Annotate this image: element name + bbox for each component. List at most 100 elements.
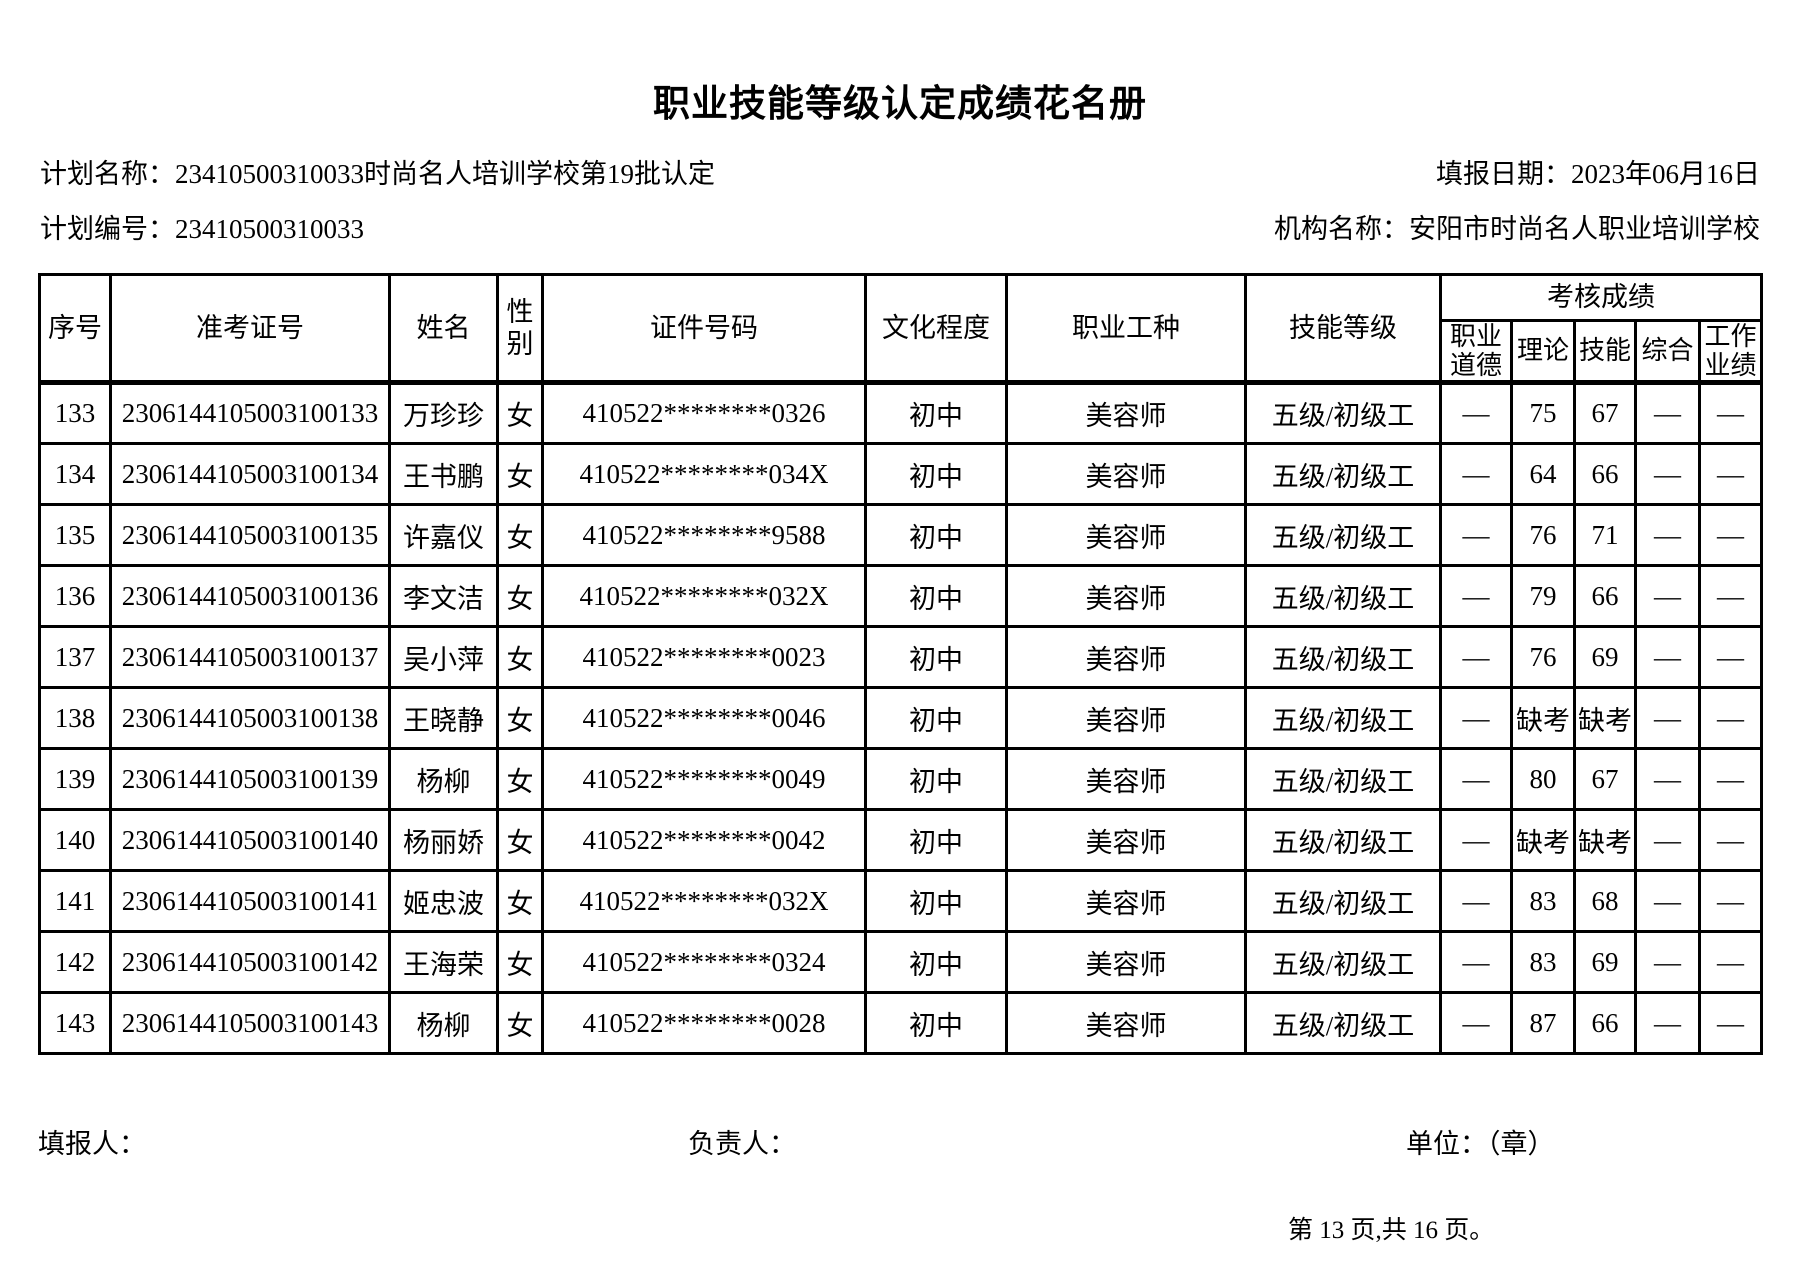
plan-name-label: 计划名称： [40, 158, 175, 189]
cell-score-work: — [1698, 808, 1763, 873]
cell-admission-no: 2306144105003100142 [109, 930, 391, 995]
org-name-value: 安阳市时尚名人职业培训学校 [1409, 213, 1760, 244]
score-roster-table: 序号 准考证号 姓名 性别 证件号码 文化程度 职业工种 技能等级 考核成绩 职… [38, 272, 1763, 1056]
cell-score-work: — [1698, 747, 1763, 812]
header-score-work: 工作业绩 [1698, 318, 1763, 385]
cell-education: 初中 [864, 930, 1008, 995]
cell-score-skill: 缺考 [1573, 808, 1637, 873]
cell-score-theory: 83 [1510, 930, 1576, 995]
cell-score-ethics: — [1439, 380, 1513, 446]
cell-score-skill: 66 [1573, 991, 1637, 1056]
cell-score-work: — [1698, 442, 1763, 507]
cell-gender: 女 [496, 991, 544, 1056]
cell-name: 杨柳 [388, 747, 499, 812]
cell-index: 137 [38, 625, 112, 690]
cell-score-comprehensive: — [1634, 503, 1701, 568]
cell-score-ethics: — [1439, 991, 1513, 1056]
cell-id-number: 410522********0046 [541, 686, 867, 751]
cell-score-skill: 缺考 [1573, 686, 1637, 751]
cell-admission-no: 2306144105003100137 [109, 625, 391, 690]
cell-name: 吴小萍 [388, 625, 499, 690]
cell-gender: 女 [496, 930, 544, 995]
cell-name: 姬忠波 [388, 869, 499, 934]
cell-score-skill: 71 [1573, 503, 1637, 568]
cell-score-theory: 80 [1510, 747, 1576, 812]
cell-score-theory: 缺考 [1510, 686, 1576, 751]
cell-occupation: 美容师 [1005, 625, 1247, 690]
header-education: 文化程度 [864, 272, 1008, 385]
cell-score-comprehensive: — [1634, 930, 1701, 995]
plan-name: 计划名称：23410500310033时尚名人培训学校第19批认定 [40, 157, 715, 192]
cell-skill-level: 五级/初级工 [1244, 930, 1442, 995]
cell-index: 136 [38, 564, 112, 629]
cell-id-number: 410522********0023 [541, 625, 867, 690]
cell-score-skill: 68 [1573, 869, 1637, 934]
cell-occupation: 美容师 [1005, 380, 1247, 446]
cell-education: 初中 [864, 869, 1008, 934]
cell-score-skill: 67 [1573, 380, 1637, 446]
plan-code: 计划编号：23410500310033 [40, 212, 364, 247]
org-name-label: 机构名称： [1274, 213, 1409, 244]
cell-score-comprehensive: — [1634, 808, 1701, 873]
cell-name: 许嘉仪 [388, 503, 499, 568]
cell-score-ethics: — [1439, 747, 1513, 812]
page-title: 职业技能等级认定成绩花名册 [653, 83, 1147, 124]
cell-gender: 女 [496, 503, 544, 568]
cell-score-work: — [1698, 380, 1763, 446]
table-row: 138 2306144105003100138 王晓静女 410522********… [38, 686, 1763, 751]
cell-score-work: — [1698, 625, 1763, 690]
cell-education: 初中 [864, 503, 1008, 568]
cell-admission-no: 2306144105003100135 [109, 503, 391, 568]
cell-score-theory: 79 [1510, 564, 1576, 629]
org-name: 机构名称：安阳市时尚名人职业培训学校 [1274, 212, 1760, 247]
cell-gender: 女 [496, 442, 544, 507]
cell-skill-level: 五级/初级工 [1244, 442, 1442, 507]
cell-id-number: 410522********032X [541, 564, 867, 629]
cell-education: 初中 [864, 564, 1008, 629]
cell-score-comprehensive: — [1634, 380, 1701, 446]
cell-score-theory: 缺考 [1510, 808, 1576, 873]
cell-name: 王晓静 [388, 686, 499, 751]
cell-score-comprehensive: — [1634, 747, 1701, 812]
cell-id-number: 410522********0028 [541, 991, 867, 1056]
table-row: 140 2306144105003100140 杨丽娇女 410522********… [38, 808, 1763, 873]
cell-score-theory: 83 [1510, 869, 1576, 934]
cell-admission-no: 2306144105003100139 [109, 747, 391, 812]
cell-skill-level: 五级/初级工 [1244, 625, 1442, 690]
cell-index: 140 [38, 808, 112, 873]
header-score-theory: 理论 [1510, 318, 1576, 385]
cell-gender: 女 [496, 869, 544, 934]
cell-admission-no: 2306144105003100134 [109, 442, 391, 507]
cell-score-ethics: — [1439, 686, 1513, 751]
table-row: 134 2306144105003100134 王书鹏女 410522********… [38, 442, 1763, 507]
cell-name: 王海荣 [388, 930, 499, 995]
header-skill-level: 技能等级 [1244, 272, 1442, 385]
table-row: 135 2306144105003100135 许嘉仪女 410522********… [38, 503, 1763, 568]
cell-occupation: 美容师 [1005, 991, 1247, 1056]
table-body: 133 2306144105003100133 万珍珍女 410522********… [38, 380, 1763, 1056]
cell-gender: 女 [496, 686, 544, 751]
cell-gender: 女 [496, 380, 544, 446]
table-row: 136 2306144105003100136 李文洁女 410522********… [38, 564, 1763, 629]
cell-occupation: 美容师 [1005, 808, 1247, 873]
table-header: 序号 准考证号 姓名 性别 证件号码 文化程度 职业工种 技能等级 考核成绩 职… [38, 272, 1763, 385]
cell-gender: 女 [496, 625, 544, 690]
cell-score-comprehensive: — [1634, 625, 1701, 690]
cell-index: 135 [38, 503, 112, 568]
cell-id-number: 410522********0326 [541, 380, 867, 446]
cell-gender: 女 [496, 808, 544, 873]
header-occupation: 职业工种 [1005, 272, 1247, 385]
cell-occupation: 美容师 [1005, 686, 1247, 751]
cell-id-number: 410522********032X [541, 869, 867, 934]
cell-score-comprehensive: — [1634, 686, 1701, 751]
cell-occupation: 美容师 [1005, 869, 1247, 934]
cell-index: 139 [38, 747, 112, 812]
plan-code-value: 23410500310033 [175, 213, 364, 244]
cell-skill-level: 五级/初级工 [1244, 380, 1442, 446]
cell-score-skill: 66 [1573, 442, 1637, 507]
meta-row-2: 计划编号：23410500310033 机构名称：安阳市时尚名人职业培训学校 [40, 212, 1760, 247]
cell-skill-level: 五级/初级工 [1244, 686, 1442, 751]
cell-score-work: — [1698, 564, 1763, 629]
cell-id-number: 410522********0042 [541, 808, 867, 873]
cell-skill-level: 五级/初级工 [1244, 503, 1442, 568]
